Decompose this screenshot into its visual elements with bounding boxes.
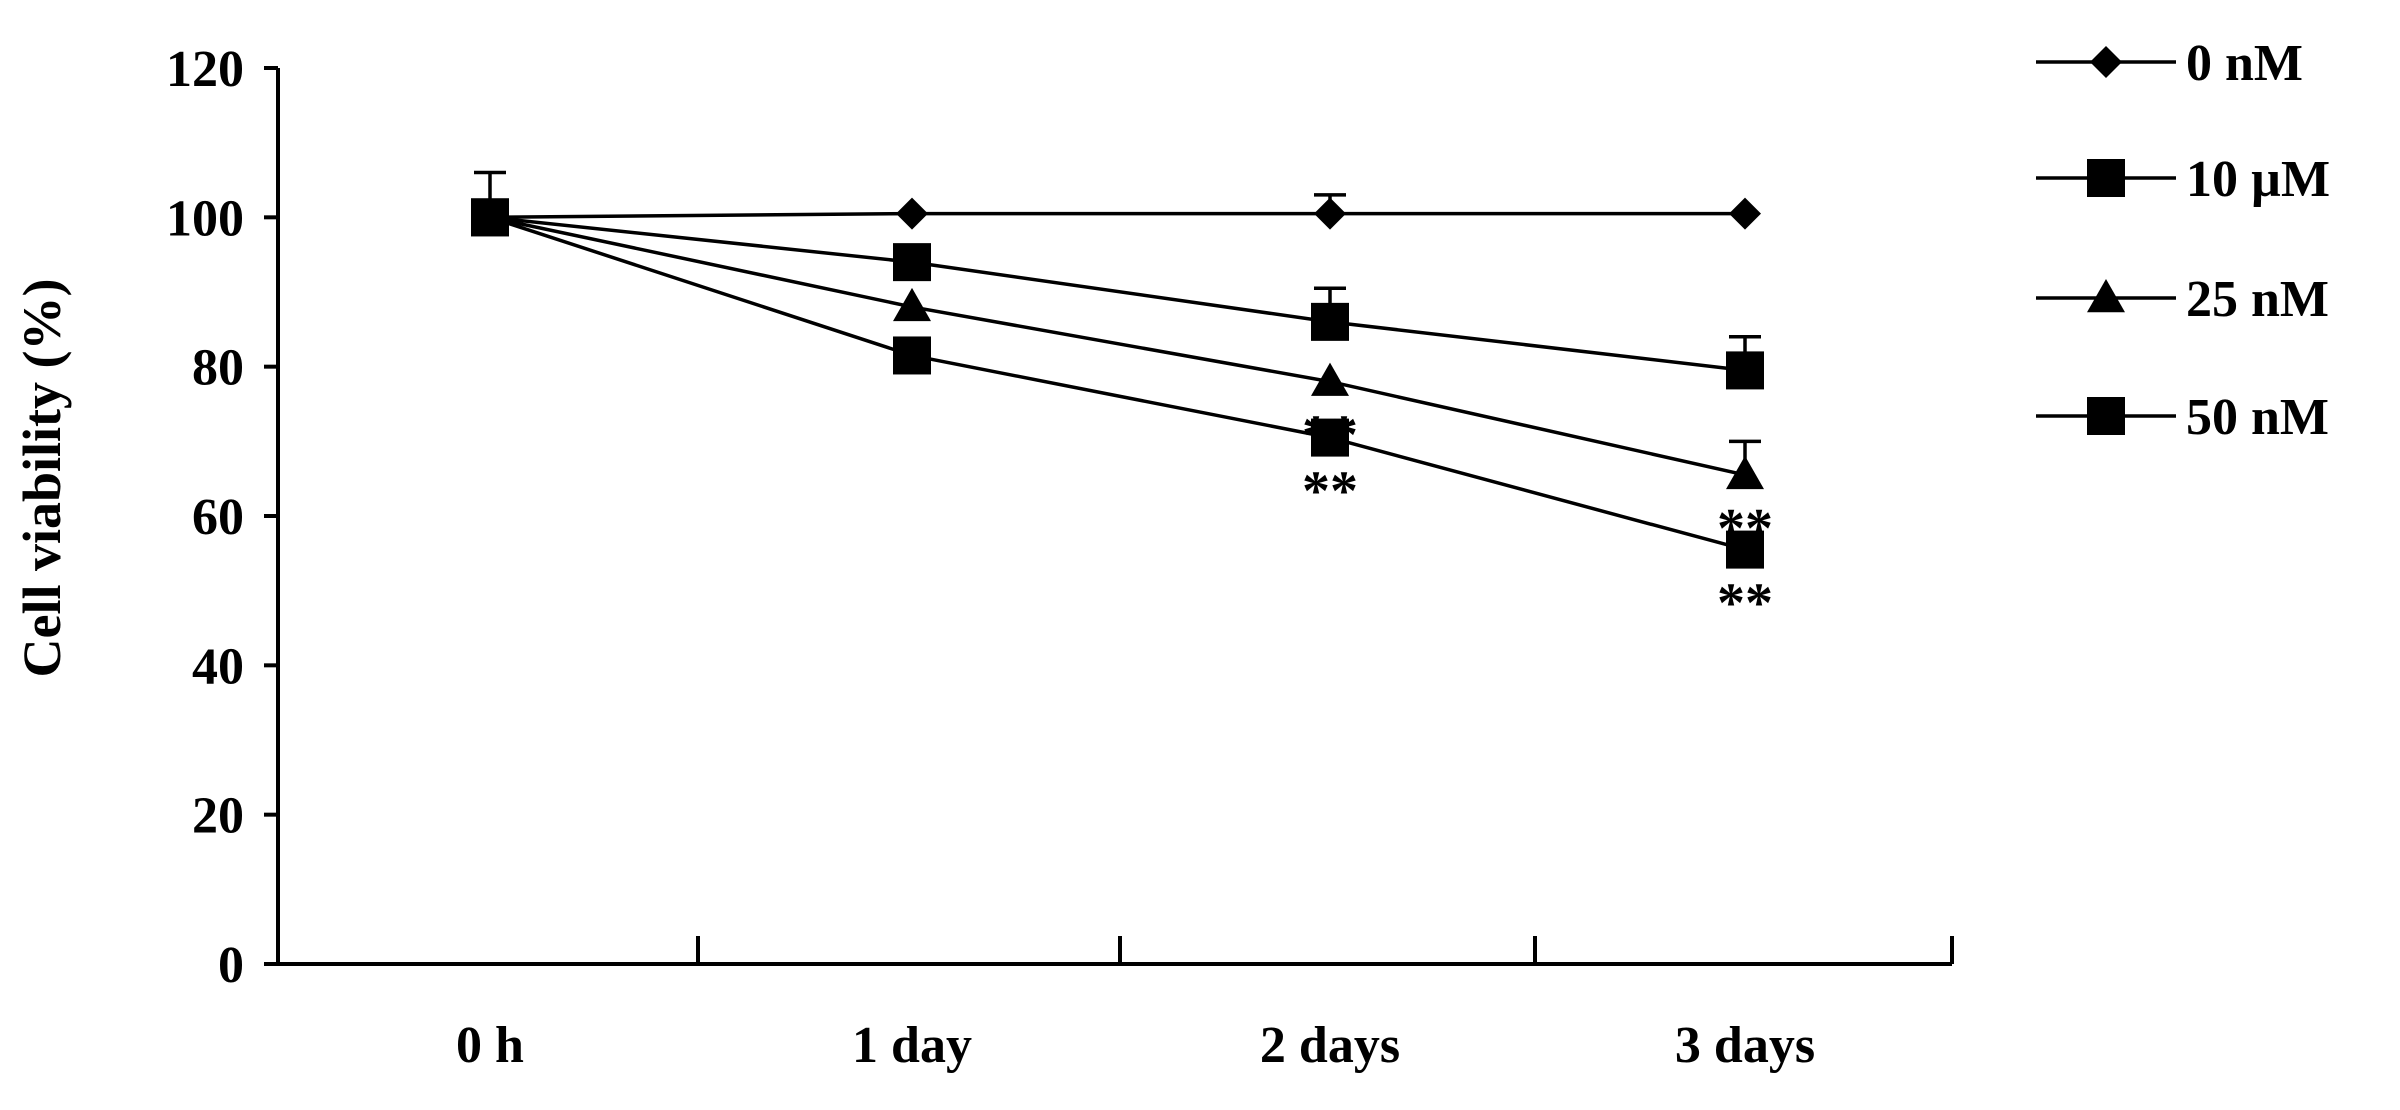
legend-label: 25 nM [2186, 271, 2329, 328]
series-0-nM [474, 170, 1761, 234]
data-point-diamond [2090, 46, 2122, 78]
data-point-square [2087, 397, 2125, 435]
series-layer [471, 170, 1764, 569]
y-tick-label: 20 [192, 788, 244, 845]
significance-marker: ** [1717, 573, 1773, 635]
significance-marker: ** [1302, 461, 1358, 523]
data-point-triangle [893, 287, 931, 322]
data-point-square [1311, 418, 1349, 457]
y-tick-label: 60 [192, 489, 244, 546]
significance-marker: ** [1302, 405, 1358, 467]
series-10-µM [471, 198, 1764, 390]
series-25-nM [471, 198, 1764, 490]
x-tick-label: 1 day [852, 1017, 972, 1074]
data-point-triangle [1311, 362, 1349, 396]
series-line [489, 215, 1746, 477]
data-point-square [471, 198, 509, 237]
x-tick-label: 3 days [1675, 1017, 1815, 1074]
x-tick-label: 2 days [1260, 1017, 1400, 1074]
significance-annotations: ******** [1302, 405, 1773, 635]
legend-item: 0 nM [2036, 35, 2303, 92]
series-line [489, 211, 1745, 220]
series-line [489, 215, 1746, 373]
data-point-square [1311, 302, 1349, 341]
legend-item: 50 nM [2036, 389, 2329, 446]
legend: 0 nM 10 µM 25 nM 50 nM [2036, 35, 2330, 446]
y-tick-label: 0 [218, 937, 244, 994]
legend-label: 0 nM [2186, 35, 2303, 92]
data-point-triangle [1726, 455, 1764, 490]
legend-item: 25 nM [2036, 271, 2329, 328]
x-tick-label: 0 h [456, 1017, 524, 1074]
y-axis-ticks: 0 20 40 60 80 100 120 [166, 41, 278, 994]
significance-marker: ** [1717, 498, 1773, 560]
data-point-diamond [1314, 197, 1346, 230]
y-axis-title: Cell viability (%) [12, 279, 72, 678]
data-point-square [2087, 159, 2125, 197]
y-tick-label: 120 [166, 41, 244, 98]
y-tick-label: 40 [192, 638, 244, 695]
data-point-square [893, 336, 931, 375]
data-point-square [893, 243, 931, 282]
x-axis-ticks: 0 h 1 day 2 days 3 days [456, 936, 1954, 1074]
data-point-diamond [896, 197, 928, 230]
series-line [489, 215, 1746, 552]
legend-label: 10 µM [2186, 151, 2330, 208]
data-point-square [1726, 351, 1764, 390]
series-50-nM [471, 198, 1764, 569]
y-tick-label: 100 [166, 190, 244, 247]
legend-item: 10 µM [2036, 151, 2330, 208]
data-point-diamond [1729, 197, 1761, 230]
data-point-square [1726, 530, 1764, 569]
data-point-triangle [2087, 279, 2125, 313]
y-tick-label: 80 [192, 340, 244, 397]
legend-label: 50 nM [2186, 389, 2329, 446]
